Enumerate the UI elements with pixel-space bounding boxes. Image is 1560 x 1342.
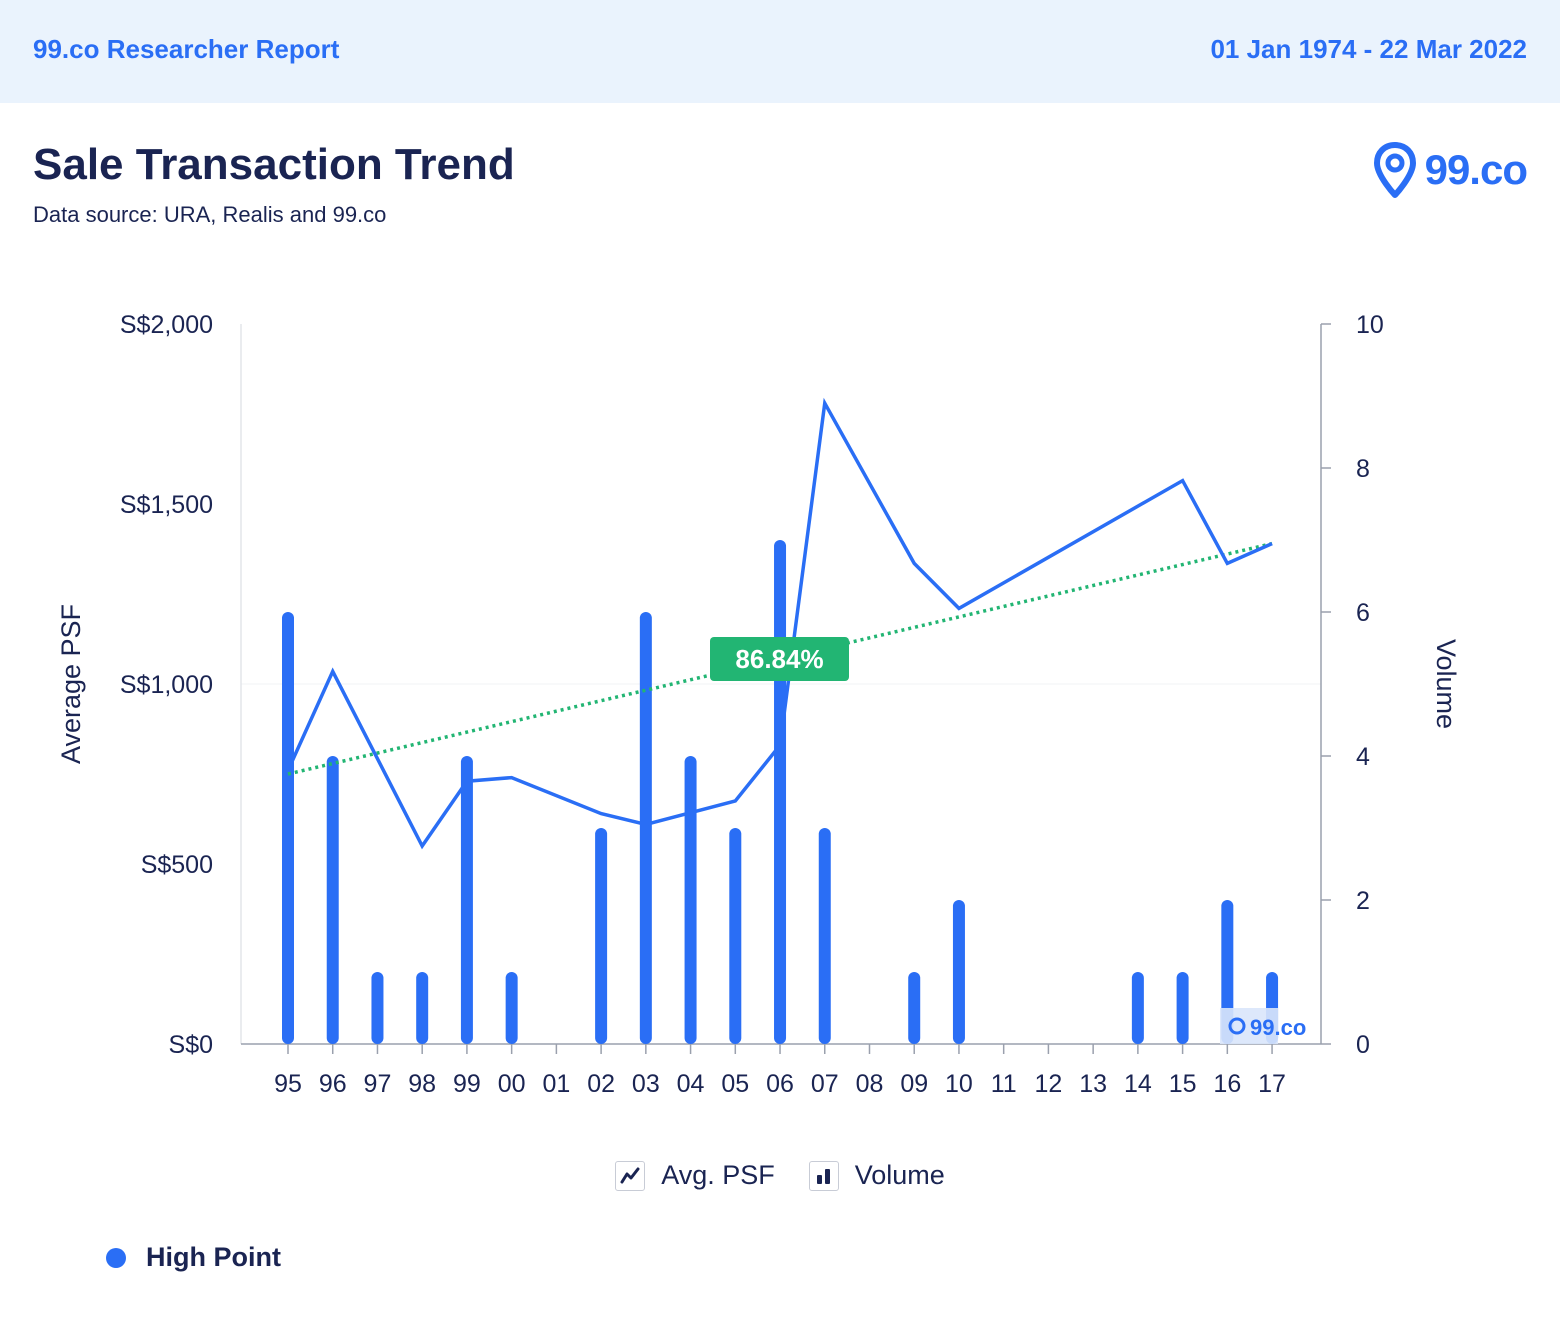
bar-chart-icon <box>808 1160 839 1191</box>
y2-tick-label: 10 <box>1356 311 1384 339</box>
x-tick-label: 17 <box>1258 1070 1286 1098</box>
volume-bar <box>639 612 652 1044</box>
date-range: 01 Jan 1974 - 22 Mar 2022 <box>1210 34 1527 64</box>
volume-bar <box>371 972 384 1044</box>
y-tick-label: S$0 <box>169 1031 213 1059</box>
volume-bar <box>326 756 339 1044</box>
watermark-text: 99.co <box>1250 1015 1306 1040</box>
avg-psf-line <box>286 397 1273 850</box>
y-tick-label: S$500 <box>141 851 213 879</box>
volume-bar <box>818 828 831 1044</box>
volume-bar <box>595 828 608 1044</box>
high-point-indicator: High Point <box>106 1242 281 1273</box>
x-tick-label: 97 <box>364 1070 392 1098</box>
x-tick-label: 01 <box>542 1070 570 1098</box>
x-tick-label: 14 <box>1124 1070 1152 1098</box>
volume-bar <box>1176 972 1189 1044</box>
volume-bar <box>460 756 473 1044</box>
x-tick-label: 95 <box>274 1070 302 1098</box>
y2-tick-label: 4 <box>1356 743 1370 771</box>
location-pin-icon <box>1373 142 1416 198</box>
x-tick-label: 05 <box>721 1070 749 1098</box>
trend-badge-label: 86.84% <box>735 644 823 674</box>
volume-bar <box>684 756 697 1044</box>
chart-legend: Avg. PSF Volume <box>0 1160 1560 1191</box>
chart-title: Sale Transaction Trend <box>33 140 515 189</box>
legend-label-avg-psf: Avg. PSF <box>661 1160 775 1190</box>
x-tick-label: 12 <box>1035 1070 1063 1098</box>
x-tick-label: 15 <box>1169 1070 1197 1098</box>
x-tick-label: 96 <box>319 1070 347 1098</box>
data-source-subtitle: Data source: URA, Realis and 99.co <box>33 202 387 227</box>
legend-item-volume[interactable]: Volume <box>808 1160 945 1191</box>
line-chart-icon <box>615 1160 646 1191</box>
x-tick-label: 13 <box>1079 1070 1107 1098</box>
x-tick-label: 02 <box>587 1070 615 1098</box>
x-tick-label: 11 <box>991 1070 1017 1098</box>
x-tick-label: 08 <box>856 1070 884 1098</box>
brand-logo: 99.co <box>1373 140 1528 200</box>
volume-bar <box>952 900 965 1044</box>
volume-bar <box>729 828 742 1044</box>
report-header-bar: 99.co Researcher Report 01 Jan 1974 - 22… <box>0 0 1560 103</box>
legend-label-volume: Volume <box>854 1160 945 1190</box>
volume-bar <box>282 612 294 1044</box>
y2-tick-label: 0 <box>1356 1031 1370 1059</box>
x-tick-label: 06 <box>766 1070 794 1098</box>
x-tick-label: 09 <box>900 1070 928 1098</box>
volume-bar <box>1131 972 1144 1044</box>
watermark-pin-icon <box>1228 1017 1246 1035</box>
x-tick-label: 03 <box>632 1070 660 1098</box>
legend-item-avg-psf[interactable]: Avg. PSF <box>615 1160 775 1191</box>
y-tick-label: S$1,000 <box>120 671 213 699</box>
y-tick-label: S$1,500 <box>120 491 213 519</box>
x-tick-label: 98 <box>408 1070 436 1098</box>
x-tick-label: 04 <box>677 1070 705 1098</box>
report-title: 99.co Researcher Report <box>33 34 340 64</box>
y-axis-title: Average PSF <box>56 604 86 764</box>
volume-bar <box>505 972 518 1044</box>
x-tick-label: 10 <box>945 1070 973 1098</box>
trend-badge <box>710 637 849 681</box>
volume-bar <box>416 972 429 1044</box>
volume-bar <box>774 540 787 1044</box>
x-tick-label: 16 <box>1213 1070 1241 1098</box>
y-tick-label: S$2,000 <box>120 311 213 339</box>
y2-tick-label: 8 <box>1356 455 1370 483</box>
high-point-label: High Point <box>146 1242 281 1272</box>
high-point-dot-icon <box>106 1247 126 1268</box>
y2-tick-label: 2 <box>1356 887 1370 915</box>
x-tick-label: 00 <box>498 1070 526 1098</box>
x-tick-label: 99 <box>453 1070 481 1098</box>
logo-text: 99.co <box>1424 146 1528 193</box>
y2-tick-label: 6 <box>1356 599 1370 627</box>
x-tick-label: 07 <box>811 1070 839 1098</box>
volume-bar <box>908 972 921 1044</box>
y2-axis-title: Volume <box>1431 639 1461 729</box>
